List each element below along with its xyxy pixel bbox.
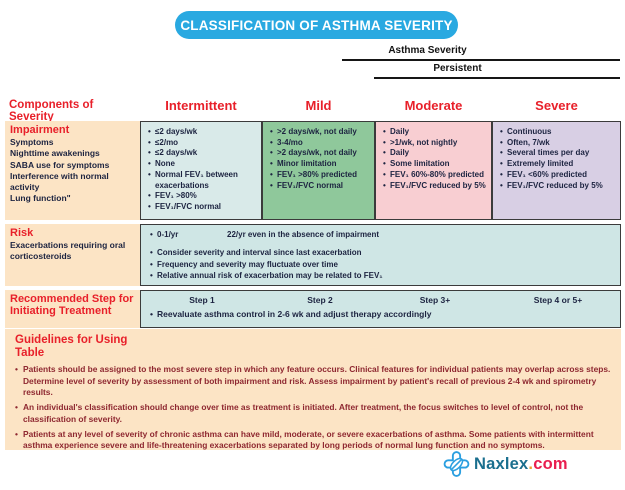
list-item: Several times per day xyxy=(500,148,617,159)
column-header-severe: Severe xyxy=(535,98,578,113)
asthma-severity-label: Asthma Severity xyxy=(388,45,467,56)
list-item: FEV₁/FVC reduced by 5% xyxy=(383,181,488,192)
impairment-sublabels: Symptoms Nighttime awakenings SABA use for… xyxy=(10,137,134,204)
list-item: FEV₁/FVC normal xyxy=(270,181,371,192)
brand-logo: Naxlex.com xyxy=(443,451,568,478)
list-item: 3-4/mo xyxy=(270,138,371,149)
list-item: FEV₁ <60% predicted xyxy=(500,170,617,181)
list-item: None xyxy=(148,159,258,170)
risk-frequency-line: 0-1/yr 22/yr even in the absence of impa… xyxy=(141,230,620,245)
list-item: FEV₁/FVC reduced by 5% xyxy=(500,181,617,192)
step-moderate: Step 3+ xyxy=(419,295,451,305)
list-item: Relative annual risk of exacerbation may… xyxy=(150,271,616,282)
step-intermittent: Step 1 xyxy=(189,295,215,305)
impairment-label-cell: Impairment Symptoms Nighttime awakenings S… xyxy=(5,121,140,220)
brand-dot-text: . xyxy=(528,455,534,473)
list-item: ≤2 days/wk xyxy=(148,148,258,159)
step-label: Recommended Step for Initiating Treatmen… xyxy=(10,293,134,318)
risk-notes: Consider severity and interval since las… xyxy=(150,248,616,282)
impairment-moderate-cell: Daily>1/wk, not nightlyDailySome limitat… xyxy=(375,121,492,220)
list-item: Normal FEV₁ between exacerbations xyxy=(148,170,258,191)
page-title: CLASSIFICATION OF ASTHMA SEVERITY xyxy=(180,17,453,33)
persistent-underline xyxy=(374,77,620,79)
impairment-intermittent-cell: ≤2 days/wk≤2/mo≤2 days/wkNoneNormal FEV₁… xyxy=(140,121,262,220)
list-item: Lung function" xyxy=(10,193,71,204)
list-item: Frequency and severity may fluctuate ove… xyxy=(150,260,616,271)
list-item: Minor limitation xyxy=(270,159,371,170)
step-label-cell: Recommended Step for Initiating Treatmen… xyxy=(5,290,140,328)
list-item: ≤2/mo xyxy=(148,138,258,149)
list-item: Daily xyxy=(383,148,488,159)
severity-table: Components of Severity Intermittent Mild… xyxy=(5,95,621,328)
list-item: FEV₁ >80% xyxy=(148,191,258,202)
asthma-severity-underline xyxy=(342,59,620,61)
brand-tld-text: com xyxy=(533,455,568,473)
list-item: Some limitation xyxy=(383,159,488,170)
list-item: ≤2 days/wk xyxy=(148,127,258,138)
risk-label-cell: Risk Exacerbations requiring oral cortic… xyxy=(5,224,140,286)
impairment-label: Impairment xyxy=(10,124,70,136)
list-item: FEV₁ >80% predicted xyxy=(270,170,371,181)
column-header-mild: Mild xyxy=(305,98,332,113)
list-item: FEV₁ 60%-80% predicted xyxy=(383,170,488,181)
list-item: Continuous xyxy=(500,127,617,138)
step-content-cell: Step 1 Step 2 Step 3+ Step 4 or 5+ Reeva… xyxy=(140,290,621,328)
column-header-moderate: Moderate xyxy=(404,98,463,113)
list-item: >2 days/wk, not daily xyxy=(270,127,371,138)
list-item: Patients should be assigned to the most … xyxy=(15,364,613,399)
risk-label: Risk xyxy=(10,227,34,239)
list-item: Nighttime awakenings xyxy=(10,148,100,159)
list-item: Extremely limited xyxy=(500,159,617,170)
risk-persistent-frequency: 22/yr even in the absence of impairment xyxy=(227,230,380,239)
list-item: Interference with normal activity xyxy=(10,170,109,192)
list-item: Symptoms xyxy=(10,137,54,148)
step-mild: Step 2 xyxy=(307,295,333,305)
components-of-severity-header: Components of Severity xyxy=(9,99,94,124)
list-item: Patients at any level of severity of chr… xyxy=(15,429,613,453)
persistent-label: Persistent xyxy=(433,63,482,74)
column-header-intermittent: Intermittent xyxy=(165,98,237,113)
list-item: An individual's classification should ch… xyxy=(15,402,613,426)
title-banner: CLASSIFICATION OF ASTHMA SEVERITY xyxy=(175,11,458,39)
risk-intermittent-frequency: 0-1/yr xyxy=(150,230,178,241)
list-item: Often, 7/wk xyxy=(500,138,617,149)
risk-sublabel: Exacerbations requiring oral corticoster… xyxy=(10,240,126,262)
list-item: SABA use for symptoms xyxy=(10,159,110,170)
list-item: Consider severity and interval since las… xyxy=(150,248,616,259)
risk-content-cell: 0-1/yr 22/yr even in the absence of impa… xyxy=(140,224,621,286)
guidelines-section: Guidelines for Using Table Patients shou… xyxy=(5,329,621,450)
guidelines-title: Guidelines for Using Table xyxy=(15,334,128,359)
brand-wordmark: Naxlex.com xyxy=(474,455,568,474)
naxlex-cross-leaf-icon xyxy=(443,451,470,478)
list-item: Daily xyxy=(383,127,488,138)
impairment-severe-cell: ContinuousOften, 7/wkSeveral times per d… xyxy=(492,121,621,220)
list-item: >1/wk, not nightly xyxy=(383,138,488,149)
guidelines-bullets: Patients should be assigned to the most … xyxy=(15,364,613,452)
impairment-mild-cell: >2 days/wk, not daily3-4/mo>2 days/wk, n… xyxy=(262,121,375,220)
step-reevaluate-note: Reevaluate asthma control in 2-6 wk and … xyxy=(150,309,431,321)
brand-name-text: Naxlex xyxy=(474,455,529,473)
list-item: >2 days/wk, not daily xyxy=(270,148,371,159)
step-severe: Step 4 or 5+ xyxy=(533,295,583,305)
list-item: FEV₁/FVC normal xyxy=(148,202,258,213)
